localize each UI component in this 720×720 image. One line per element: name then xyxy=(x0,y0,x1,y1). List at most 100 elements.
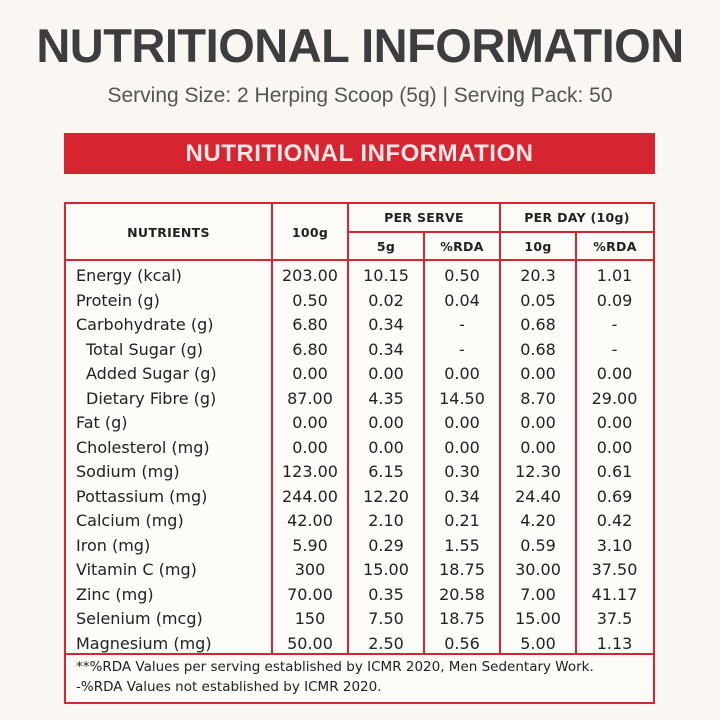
table-row: Calcium (mg) 42.00 2.10 0.21 4.20 0.42 xyxy=(66,509,653,534)
nutrient-value: 0.00 xyxy=(292,364,328,383)
nutrient-value: 18.75 xyxy=(439,609,485,628)
row-divider xyxy=(347,231,653,233)
table-row: Fat (g) 0.00 0.00 0.00 0.00 0.00 xyxy=(66,411,653,436)
nutrient-value: 20.58 xyxy=(439,584,485,604)
nutrient-name: Selenium (mcg) xyxy=(76,609,203,628)
section-banner: NUTRITIONAL INFORMATION xyxy=(64,133,655,174)
nutrient-value: 0.29 xyxy=(368,535,404,555)
table-row: Magnesium (mg) 50.00 2.50 0.56 5.00 1.13 xyxy=(66,632,653,657)
nutrient-value: 5.90 xyxy=(292,535,328,555)
nutrient-value: 0.68 xyxy=(520,315,556,334)
nutrient-name: Pottassium (mg) xyxy=(76,486,208,506)
footnote: **%RDA Values per serving established by… xyxy=(76,659,594,675)
header-per-serve: PER SERVE xyxy=(384,210,464,225)
nutrient-value: 29.00 xyxy=(591,388,638,408)
header-serve-g: 5g xyxy=(376,239,396,254)
nutrient-value: 123.00 xyxy=(282,462,338,481)
column-divider xyxy=(575,231,577,654)
nutrient-value: - xyxy=(611,339,618,359)
row-divider xyxy=(66,653,653,655)
table-row: Dietary Fibre (g) 87.00 4.35 14.50 8.70 29.00 xyxy=(66,387,653,412)
nutrient-name: Calcium (mg) xyxy=(76,511,184,530)
nutrient-value: 0.00 xyxy=(596,364,633,383)
nutrient-value: 6.15 xyxy=(368,462,404,481)
nutrient-value: 0.00 xyxy=(368,437,404,457)
nutrient-value: 20.3 xyxy=(520,266,556,285)
nutrient-value: - xyxy=(611,315,618,334)
table-row: Total Sugar (g) 6.80 0.34 - 0.68 - xyxy=(66,338,653,363)
nutrient-value: 0.05 xyxy=(520,290,556,310)
nutrient-value: 10.15 xyxy=(363,266,409,285)
table-row: Iron (mg) 5.90 0.29 1.55 0.59 3.10 xyxy=(66,534,653,559)
column-divider xyxy=(423,231,425,654)
nutrient-value: 5.00 xyxy=(520,633,556,653)
nutrient-value: 0.34 xyxy=(444,486,480,506)
table-row: Sodium (mg) 123.00 6.15 0.30 12.30 0.61 xyxy=(66,460,653,485)
nutrient-value: 0.00 xyxy=(596,413,633,432)
nutrient-value: 0.00 xyxy=(368,364,404,383)
nutrient-name: Energy (kcal) xyxy=(76,266,182,285)
nutrient-value: 30.00 xyxy=(515,560,561,579)
nutrient-value: 15.00 xyxy=(515,609,561,628)
nutrient-name: Iron (mg) xyxy=(76,535,151,555)
nutrient-value: - xyxy=(459,315,465,334)
nutrient-value: 0.59 xyxy=(520,535,556,555)
nutrient-name: Carbohydrate (g) xyxy=(76,315,214,334)
nutrient-value: 2.10 xyxy=(368,511,404,530)
nutrient-value: 3.10 xyxy=(596,535,633,555)
nutrient-value: 0.34 xyxy=(368,315,404,334)
table-row: Protein (g) 0.50 0.02 0.04 0.05 0.09 xyxy=(66,289,653,314)
column-divider xyxy=(499,204,501,654)
nutrient-value: 0.56 xyxy=(444,633,480,653)
nutrient-value: 0.00 xyxy=(292,413,328,432)
nutrient-name: Protein (g) xyxy=(76,290,160,310)
nutrient-value: 0.00 xyxy=(520,437,556,457)
column-divider xyxy=(347,204,349,654)
nutrient-value: 150 xyxy=(294,609,326,628)
nutrient-name: Fat (g) xyxy=(76,413,128,432)
page-title: NUTRITIONAL INFORMATION xyxy=(36,19,684,72)
nutrient-value: 0.35 xyxy=(368,584,404,604)
nutrient-value: 0.00 xyxy=(596,437,633,457)
nutrient-name: Total Sugar (g) xyxy=(86,339,204,359)
nutrient-value: 87.00 xyxy=(287,388,333,408)
header-day-g: 10g xyxy=(524,239,552,254)
nutrient-value: 4.35 xyxy=(368,388,404,408)
nutrient-value: 8.70 xyxy=(520,388,556,408)
nutrient-value: 42.00 xyxy=(287,511,333,530)
header-serve-rda: %RDA xyxy=(440,239,484,254)
table-row: Pottassium (mg) 244.00 12.20 0.34 24.40 0.69 xyxy=(66,485,653,510)
nutrient-name: Sodium (mg) xyxy=(76,462,180,481)
nutrient-value: 1.13 xyxy=(596,633,633,653)
nutrient-name: Vitamin C (mg) xyxy=(76,560,197,579)
nutrient-value: 0.42 xyxy=(596,511,633,530)
nutrition-table: NUTRIENTS 100g PER SERVE PER DAY (10g) 5… xyxy=(64,202,655,704)
nutrient-value: 70.00 xyxy=(287,584,333,604)
table-row: Energy (kcal) 203.00 10.15 0.50 20.3 1.01 xyxy=(66,264,653,289)
nutrient-value: 0.00 xyxy=(368,413,404,432)
nutrient-value: 0.50 xyxy=(444,266,480,285)
nutrient-value: 0.00 xyxy=(520,413,556,432)
nutrient-value: 0.69 xyxy=(596,486,633,506)
table-row: Added Sugar (g) 0.00 0.00 0.00 0.00 0.00 xyxy=(66,362,653,387)
nutrient-value: 203.00 xyxy=(282,266,338,285)
nutrient-value: 0.30 xyxy=(444,462,480,481)
table-row: Zinc (mg) 70.00 0.35 20.58 7.00 41.17 xyxy=(66,583,653,608)
nutrient-value: 0.09 xyxy=(596,290,633,310)
nutrient-name: Cholesterol (mg) xyxy=(76,437,210,457)
nutrient-value: 0.00 xyxy=(444,413,480,432)
nutrient-value: 37.5 xyxy=(596,609,633,628)
nutrient-value: 1.55 xyxy=(444,535,480,555)
nutrient-value: 12.30 xyxy=(515,462,561,481)
table-row: Selenium (mcg) 150 7.50 18.75 15.00 37.5 xyxy=(66,607,653,632)
nutrient-value: 0.00 xyxy=(444,437,480,457)
header-day-rda: %RDA xyxy=(593,239,637,254)
nutrient-value: 0.50 xyxy=(292,290,328,310)
serving-info: Serving Size: 2 Herping Scoop (5g) | Ser… xyxy=(107,84,613,107)
nutrient-value: - xyxy=(459,339,465,359)
row-divider xyxy=(66,259,653,261)
nutrient-value: 0.34 xyxy=(368,339,404,359)
nutrient-value: 4.20 xyxy=(520,511,556,530)
column-divider xyxy=(271,204,273,654)
header-nutrients: NUTRIENTS xyxy=(127,225,210,240)
